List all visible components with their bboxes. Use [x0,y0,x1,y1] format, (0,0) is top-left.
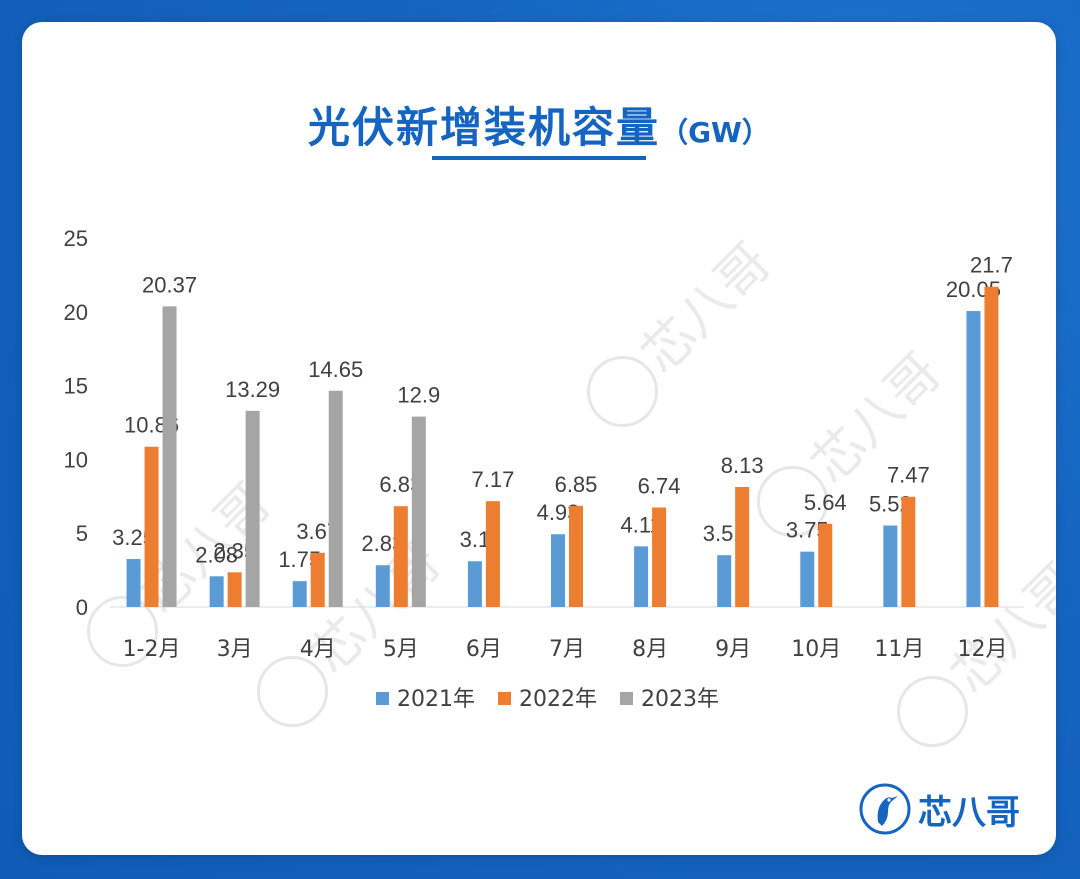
bar-2022年-1-2月 [144,446,159,607]
x-tick-label: 6月 [466,637,502,662]
bar-2022年-5月 [393,506,408,607]
y-tick-label: 15 [64,374,88,399]
y-tick-label: 25 [64,226,88,251]
watermark: 芯八哥 [757,342,953,537]
bar-2022年-12月 [984,286,999,607]
bar-2021年-4月 [292,581,307,607]
legend-label: 2023年 [641,687,719,712]
x-tick-label: 5月 [383,637,419,662]
watermark: 芯八哥 [587,232,783,427]
bar-2023年-1-2月 [162,306,177,607]
y-tick-label: 20 [64,300,88,325]
watermark-text: 芯八哥 [800,342,953,495]
data-label: 6.74 [638,474,681,499]
y-tick-label: 0 [76,595,88,620]
brand-name: 芯八哥 [918,792,1020,833]
bar-2021年-6月 [467,561,482,607]
y-tick-label: 10 [64,447,88,472]
bar-2023年-3月 [245,410,260,607]
bar-2021年-12月 [966,311,981,607]
title-unit: （GW） [660,116,770,149]
data-label: 20.37 [142,272,197,297]
bar-2022年-10月 [818,523,833,607]
data-label: 14.65 [308,357,363,382]
x-tick-label: 3月 [217,637,253,662]
watermark-logo-icon [257,655,329,727]
bar-2021年-11月 [883,525,898,607]
legend-swatch [376,692,389,705]
data-label: 13.29 [225,377,280,402]
legend-label: 2021年 [397,687,475,712]
watermark-logo-icon [757,465,829,537]
y-tick-label: 5 [76,521,88,546]
bar-2022年-6月 [485,501,500,607]
heron-logo-icon [859,783,911,835]
bar-2023年-5月 [411,416,426,607]
x-tick-label: 8月 [632,637,668,662]
chart-card: 光伏新增装机容量（GW） 芯八哥 芯八哥 芯八哥 芯八哥 芯八哥 0 5 10 15 20 25 3.… [22,22,1056,855]
bar-2021年-1-2月 [126,559,141,607]
title-main: 光伏新增装机容量 [308,103,661,152]
data-label: 2.08 [195,542,238,567]
watermark-logo-icon [897,675,969,747]
bar-2022年-3月 [227,572,242,607]
legend-label: 2022年 [519,687,597,712]
bar-chart: 芯八哥芯八哥芯八哥芯八哥芯八哥05101520253.2510.8620.371… [64,226,1056,747]
x-tick-label: 11月 [874,637,924,662]
bar-2021年-8月 [634,546,649,607]
bar-2021年-10月 [800,551,815,607]
bar-2023年-4月 [328,390,343,607]
bar-2022年-8月 [652,507,667,607]
data-label: 5.64 [804,490,847,515]
data-label: 8.13 [721,453,764,478]
legend-swatch [498,692,511,705]
data-label: 3.1 [460,527,491,552]
bar-2022年-7月 [569,505,583,607]
bar-2021年-7月 [551,534,565,607]
data-label: 7.47 [887,463,930,488]
watermark-logo-icon [587,355,659,427]
chart-title: 光伏新增装机容量（GW） [22,94,1056,155]
bar-2022年-4月 [310,552,325,607]
x-tick-label: 1-2月 [123,637,181,662]
data-label: 21.7 [970,253,1013,278]
legend-swatch [620,692,633,705]
bar-2022年-9月 [735,487,750,607]
data-label: 12.9 [397,383,440,408]
data-label: 6.85 [555,472,598,497]
x-tick-label: 12月 [957,637,1007,662]
bar-2021年-9月 [717,555,732,607]
bar-2021年-3月 [209,576,224,607]
x-tick-label: 9月 [715,637,751,662]
x-tick-label: 4月 [300,637,336,662]
title-underline [432,156,646,160]
brand-mark: 芯八哥 [858,782,1020,836]
x-tick-label: 7月 [549,637,585,662]
data-label: 7.17 [471,467,514,492]
bar-2022年-11月 [901,496,916,607]
x-tick-label: 10月 [791,637,841,662]
bar-2021年-5月 [375,565,390,607]
watermark-text: 芯八哥 [630,232,783,385]
